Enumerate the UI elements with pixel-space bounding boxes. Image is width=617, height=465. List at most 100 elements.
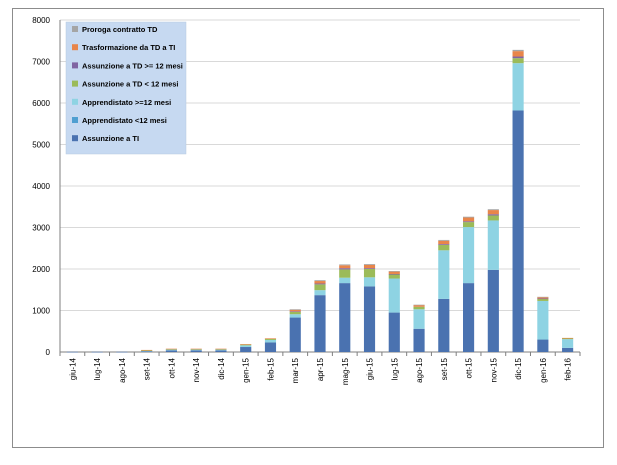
bar-segment [463,283,475,352]
bar-segment [562,337,574,339]
legend-swatch [72,117,78,123]
bar-segment [413,304,425,306]
legend-label: Apprendistato >=12 mesi [82,98,171,107]
bar-segment [363,286,376,352]
bar-segment [487,269,499,352]
bar-segment [289,309,301,312]
y-tick-label: 4000 [32,182,50,191]
x-tick-label: ago-14 [118,357,127,382]
bar-segment [363,269,376,278]
bar-segment [141,351,153,352]
bar-segment [215,348,227,350]
x-tick-label: apr-15 [316,357,325,381]
legend-swatch [72,98,78,105]
x-tick-label: ott-14 [167,357,176,378]
legend-swatch [72,44,78,51]
bar-segment [438,250,450,299]
bar-segment [512,58,524,64]
y-tick-label: 6000 [32,99,50,108]
bar-segment [190,348,202,350]
legend-label: Assunzione a TD >= 12 mesi [82,61,183,70]
bar-segment [512,56,524,59]
bar-segment [388,271,400,274]
x-tick-label: gen-15 [242,357,251,382]
bar-segment [388,271,400,272]
bar-segment [487,220,499,270]
bar-segment [289,311,301,312]
bar-segment [165,349,177,351]
bar-segment [91,351,103,353]
bar-segment [388,278,400,313]
legend-label: Apprendistato <12 mesi [82,116,167,125]
bar-segment [363,268,376,269]
x-tick-label: feb-15 [266,357,275,380]
bar-segment [314,295,326,352]
bar-segment [512,63,524,111]
bar-segment [264,339,277,343]
bar-segment [512,51,524,57]
bar-segment [339,265,351,269]
legend-label: Trasformazione da TD a TI [82,43,175,52]
bar-segment [339,277,351,284]
x-tick-label: ago-15 [415,357,424,382]
bar-segment [388,273,400,275]
bar-segment [487,210,499,215]
bar-segment [240,347,252,352]
bar-segment [339,269,351,278]
bar-segment [537,297,549,299]
bar-segment [289,314,301,318]
bar-segment [289,311,301,315]
bar-segment [438,244,450,251]
y-tick-label: 5000 [32,141,50,150]
bar-segment [438,239,450,241]
bar-segment [215,350,227,352]
x-tick-label: set-15 [440,357,449,380]
bar-segment [562,339,574,348]
bar-segment [463,221,475,223]
bar-segment [289,317,301,352]
bar-segment [413,305,425,307]
legend-label: Proroga contratto TD [82,25,158,34]
bar-segment [165,349,177,350]
bar-segment [487,214,499,216]
x-tick-label: giu-15 [366,357,375,380]
bar-segment [413,328,425,352]
legend-label: Assunzione a TI [82,134,139,143]
x-tick-label: lug-14 [93,357,102,380]
bar-segment [339,264,351,266]
bar-segment [438,240,450,245]
bar-segment [463,227,475,284]
x-tick-label: dic-14 [217,357,226,379]
y-tick-label: 3000 [32,224,50,233]
bar-segment [537,296,549,298]
bar-segment [141,350,153,352]
bar-segment [314,280,326,282]
bar-segment [264,338,277,339]
bar-segment [537,298,549,301]
bar-segment [388,274,400,279]
bar-segment [537,300,549,340]
bar-segment [363,277,376,287]
bar-segment [463,217,475,222]
legend-swatch [72,135,78,142]
bar-segment [314,284,326,291]
bar-segment [141,350,153,351]
bar-segment [240,344,252,346]
x-tick-label: dic-15 [514,357,523,379]
bar-segment [240,345,252,348]
x-tick-label: nov-15 [489,357,498,382]
bar-segment [413,309,425,329]
bar-segment [215,349,227,351]
legend [65,21,187,155]
y-tick-label: 1000 [32,307,50,316]
x-tick-label: lug-15 [390,357,399,380]
bar-segment [363,264,376,269]
bar-segment [165,350,177,352]
bar-segment [289,309,301,310]
bar-segment [388,312,400,352]
legend-swatch [72,80,78,87]
bar-segment [463,216,475,218]
x-tick-label: ott-15 [465,357,474,378]
bar-segment [215,349,227,350]
